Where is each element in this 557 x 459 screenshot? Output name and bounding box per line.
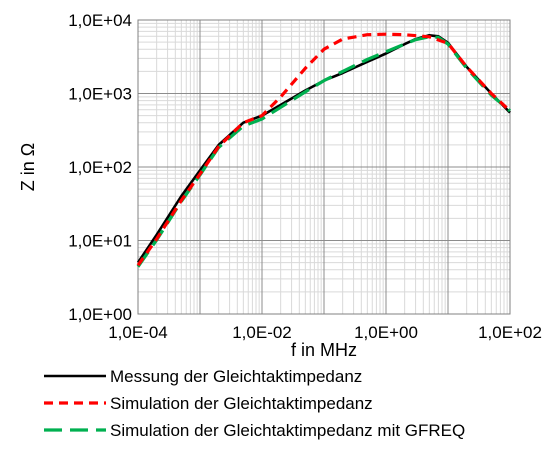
y-tick-labels: 1,0E+00 1,0E+01 1,0E+02 1,0E+03 1,0E+04 [68, 11, 132, 324]
y-tick-label: 1,0E+00 [68, 305, 132, 324]
y-tick-label: 1,0E+03 [68, 85, 132, 104]
x-tick-labels: 1,0E-04 1,0E-02 1,0E+00 1,0E+02 [108, 323, 542, 342]
y-axis-title: Z in Ω [18, 143, 38, 191]
plot-area-frame [137, 19, 511, 315]
y-tick-label: 1,0E+04 [68, 11, 132, 30]
legend-label-2: Simulation der Gleichtaktimpedanz [110, 394, 373, 413]
legend: Messung der Gleichtaktimpedanz Simulation… [44, 367, 465, 440]
series-layer [136, 32, 512, 268]
x-axis-title: f in MHz [291, 340, 357, 360]
legend-label-1: Messung der Gleichtaktimpedanz [110, 367, 362, 386]
series-line-2 [136, 32, 512, 267]
x-tick-label: 1,0E+02 [478, 323, 542, 342]
y-tick-label: 1,0E+01 [68, 232, 132, 251]
x-tick-label: 1,0E-04 [108, 323, 168, 342]
y-tick-label: 1,0E+02 [68, 158, 132, 177]
x-tick-label: 1,0E+00 [354, 323, 418, 342]
x-tick-label: 1,0E-02 [232, 323, 292, 342]
legend-label-3: Simulation der Gleichtaktimpedanz mit GF… [110, 421, 465, 440]
